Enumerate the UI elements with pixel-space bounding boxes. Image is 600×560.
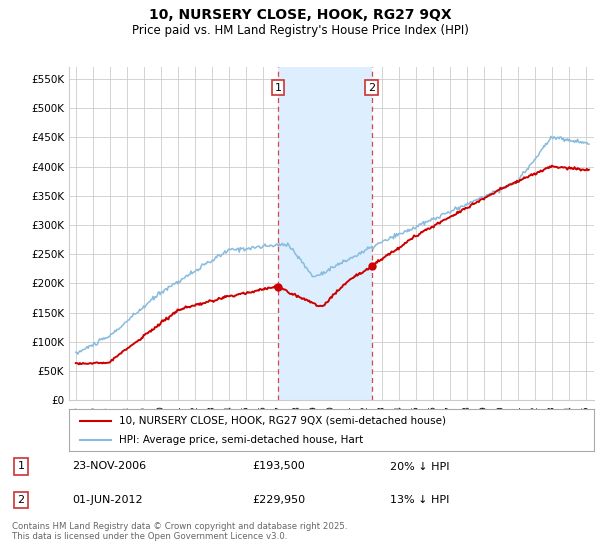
- Text: 01-JUN-2012: 01-JUN-2012: [72, 495, 143, 505]
- Text: 2: 2: [368, 83, 376, 92]
- Text: £229,950: £229,950: [252, 495, 305, 505]
- Text: HPI: Average price, semi-detached house, Hart: HPI: Average price, semi-detached house,…: [119, 435, 363, 445]
- Text: Price paid vs. HM Land Registry's House Price Index (HPI): Price paid vs. HM Land Registry's House …: [131, 24, 469, 36]
- Text: 1: 1: [17, 461, 25, 472]
- Text: 23-NOV-2006: 23-NOV-2006: [72, 461, 146, 472]
- Text: Contains HM Land Registry data © Crown copyright and database right 2025.
This d: Contains HM Land Registry data © Crown c…: [12, 522, 347, 542]
- Text: 20% ↓ HPI: 20% ↓ HPI: [390, 461, 449, 472]
- Text: 10, NURSERY CLOSE, HOOK, RG27 9QX (semi-detached house): 10, NURSERY CLOSE, HOOK, RG27 9QX (semi-…: [119, 416, 446, 426]
- Text: 2: 2: [17, 495, 25, 505]
- Text: £193,500: £193,500: [252, 461, 305, 472]
- Text: 1: 1: [274, 83, 281, 92]
- Text: 13% ↓ HPI: 13% ↓ HPI: [390, 495, 449, 505]
- Text: 10, NURSERY CLOSE, HOOK, RG27 9QX: 10, NURSERY CLOSE, HOOK, RG27 9QX: [149, 8, 451, 22]
- Bar: [278, 67, 372, 400]
